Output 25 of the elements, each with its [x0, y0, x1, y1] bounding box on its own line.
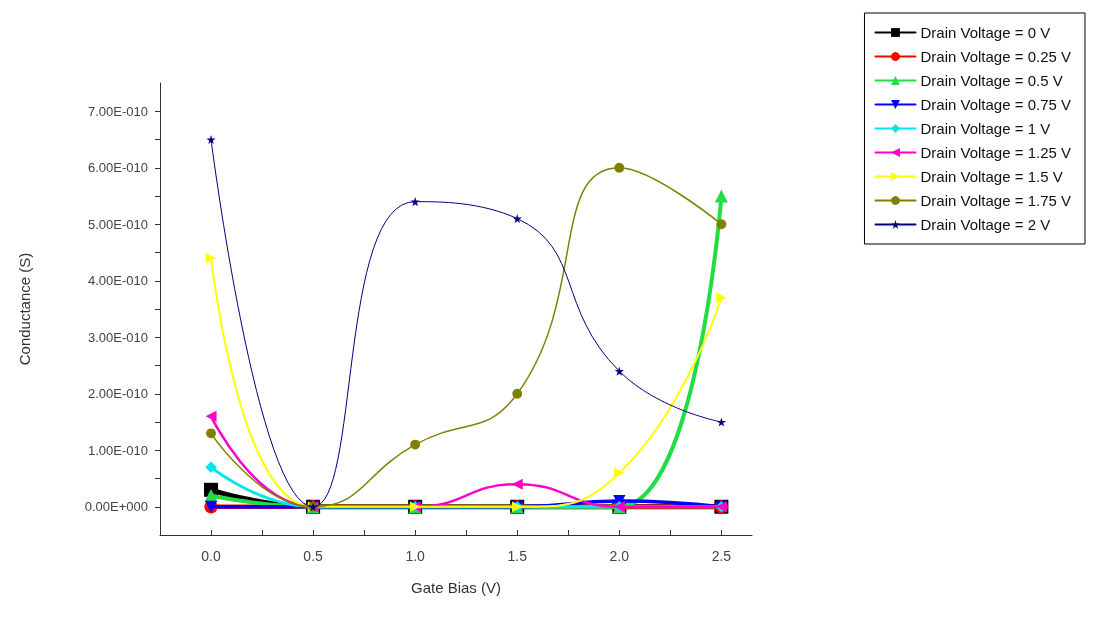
x-tick-label: 1.0 [405, 548, 426, 564]
x-tick-label: 0.0 [201, 548, 221, 564]
x-tick-label: 2.5 [711, 548, 732, 564]
x-tick-label: 2.0 [609, 548, 630, 564]
legend-label: Drain Voltage = 1.25 V [920, 144, 1072, 161]
legend-label: Drain Voltage = 0.75 V [920, 96, 1072, 113]
legend-label: Drain Voltage = 0.5 V [920, 72, 1063, 89]
y-tick-label: 7.00E-010 [88, 103, 148, 119]
x-tick-label: 0.5 [303, 548, 324, 564]
x-tick-label: 1.5 [507, 548, 528, 564]
legend-label: Drain Voltage = 0.25 V [920, 48, 1072, 65]
y-tick-label: 3.00E-010 [88, 329, 148, 345]
y-tick-label: 5.00E-010 [88, 216, 148, 232]
legend-label: Drain Voltage = 1.5 V [920, 168, 1063, 185]
legend-label: Drain Voltage = 0 V [920, 24, 1051, 41]
legend-label: Drain Voltage = 1 V [920, 120, 1051, 137]
x-axis-title: Gate Bias (V) [410, 579, 502, 596]
y-tick-label: 6.00E-010 [88, 160, 148, 176]
y-tick-label: 1.00E-010 [88, 442, 148, 458]
y-tick-label: 0.00E+000 [84, 499, 148, 515]
legend-label: Drain Voltage = 2 V [920, 216, 1051, 233]
y-tick-label: 4.00E-010 [88, 273, 148, 289]
y-axis-title: Conductance (S) [16, 252, 33, 366]
legend-label: Drain Voltage = 1.75 V [920, 192, 1072, 209]
y-tick-label: 2.00E-010 [88, 386, 148, 402]
